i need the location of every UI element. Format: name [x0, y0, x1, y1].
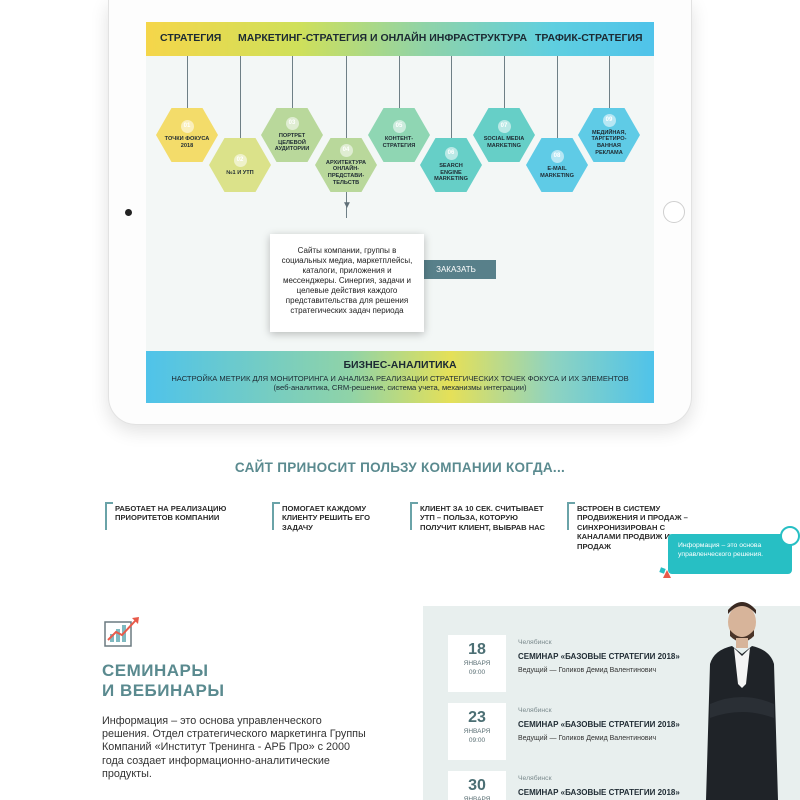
step-hex-05[interactable]: 05 КОНТЕНТ-СТРАТЕГИЯ [368, 108, 430, 162]
arrow-down-icon: ▼ [342, 200, 352, 211]
tablet-home-button [663, 201, 685, 223]
benefit-item: КЛИЕНТ ЗА 10 СЕК. СЧИТЫВАЕТ УТП – ПОЛЬЗА… [410, 502, 550, 532]
event-city: Челябинск [518, 707, 552, 714]
connector-line [187, 56, 188, 108]
step-tooltip: Сайты компании, группы в социальных меди… [270, 234, 424, 332]
event-card[interactable]: 18 ЯНВАРЯ 09:00 Челябинск СЕМИНАР «БАЗОВ… [448, 635, 706, 692]
connector-line [240, 56, 241, 138]
step-label: КОНТЕНТ-СТРАТЕГИЯ [382, 136, 416, 149]
step-label: ПОРТРЕТ ЦЕЛЕВОЙ АУДИТОРИИ [274, 132, 310, 153]
chat-widget[interactable]: Информация – это основа управленческого … [668, 526, 800, 574]
step-hex-06[interactable]: 06 SEARCH ENGINE MARKETING [420, 138, 482, 192]
step-number: 02 [233, 153, 247, 167]
topbar-traffic: ТРАФИК-СТРАТЕГИЯ [535, 32, 643, 44]
benefit-text: РАБОТАЕТ НА РЕАЛИЗАЦИЮ ПРИОРИТЕТОВ КОМПА… [115, 504, 227, 523]
step-hex-04[interactable]: 04 АРХИТЕКТУРА ОНЛАЙН-ПРЕДСТАВИ-ТЕЛЬСТВ [315, 138, 377, 192]
seminars-description: Информация – это основа управленческого … [102, 715, 366, 780]
step-hex-01[interactable]: 01 ТОЧКИ ФОКУСА 2018 [156, 108, 218, 162]
step-hex-08[interactable]: 08 E-MAIL MARKETING [526, 138, 588, 192]
step-number: 09 [602, 113, 616, 127]
order-button[interactable]: ЗАКАЗАТЬ [416, 260, 496, 279]
step-number: 03 [285, 116, 299, 130]
benefit-text: ПОМОГАЕТ КАЖДОМУ КЛИЕНТУ РЕШИТЬ ЕГО ЗАДА… [282, 504, 371, 532]
topbar-strategy: СТРАТЕГИЯ [160, 32, 222, 44]
corner-bracket-icon [105, 502, 113, 530]
presenter-photo [706, 602, 778, 800]
step-label: ТОЧКИ ФОКУСА 2018 [164, 136, 210, 149]
benefit-title: САЙТ ПРИНОСИТ ПОЛЬЗУ КОМПАНИИ КОГДА... [234, 460, 566, 475]
step-hex-02[interactable]: 02 №1 И УТП [209, 138, 271, 192]
event-lead: Ведущий — Голиков Демид Валентинович [518, 735, 657, 742]
step-label: №1 И УТП [226, 169, 254, 176]
event-city: Челябинск [518, 639, 552, 646]
step-label: SOCIAL MEDIA MARKETING [483, 136, 525, 149]
step-number: 04 [339, 143, 353, 157]
benefit-item: РАБОТАЕТ НА РЕАЛИЗАЦИЮ ПРИОРИТЕТОВ КОМПА… [105, 502, 245, 530]
analytics-line2: (веб-аналитика, CRM-решение, система уче… [273, 383, 527, 393]
connector-line [504, 56, 505, 108]
connector-line [557, 56, 558, 138]
corner-bracket-icon [567, 502, 575, 530]
analytics-bar: БИЗНЕС-АНАЛИТИКА НАСТРОЙКА МЕТРИК ДЛЯ МО… [146, 351, 654, 403]
connector-line [292, 56, 293, 108]
step-hex-03[interactable]: 03 ПОРТРЕТ ЦЕЛЕВОЙ АУДИТОРИИ [261, 108, 323, 162]
event-title[interactable]: СЕМИНАР «БАЗОВЫЕ СТРАТЕГИИ 2018» [518, 652, 680, 661]
connector-line [451, 56, 452, 138]
connector-line [346, 56, 347, 218]
event-city: Челябинск [518, 775, 552, 782]
strategy-diagram: СТРАТЕГИЯ МАРКЕТИНГ-СТРАТЕГИЯ И ОНЛАЙН И… [146, 22, 654, 403]
benefit-item: ВСТРОЕН В СИСТЕМУ ПРОДВИЖЕНИЯ И ПРОДАЖ –… [567, 502, 699, 551]
event-date: 30 ЯНВАРЯ 09:00 [448, 771, 506, 800]
step-label: МЕДИЙНАЯ, ТАРГЕТИРО-ВАННАЯ РЕКЛАМА [591, 129, 627, 156]
event-card[interactable]: 30 ЯНВАРЯ 09:00 Челябинск СЕМИНАР «БАЗОВ… [448, 771, 706, 800]
event-date: 18 ЯНВАРЯ 09:00 [448, 635, 506, 692]
connector-line [609, 56, 610, 108]
chart-growth-icon [104, 617, 139, 647]
chat-text: Информация – это основа управленческого … [678, 542, 764, 558]
step-number: 05 [392, 120, 406, 134]
event-title[interactable]: СЕМИНАР «БАЗОВЫЕ СТРАТЕГИИ 2018» [518, 720, 680, 729]
benefit-text: КЛИЕНТ ЗА 10 СЕК. СЧИТЫВАЕТ УТП – ПОЛЬЗА… [420, 504, 545, 532]
strategy-topbar: СТРАТЕГИЯ МАРКЕТИНГ-СТРАТЕГИЯ И ОНЛАЙН И… [146, 22, 654, 56]
topbar-marketing: МАРКЕТИНГ-СТРАТЕГИЯ И ОНЛАЙН ИНФРАСТРУКТ… [238, 32, 528, 44]
corner-bracket-icon [410, 502, 418, 530]
step-label: АРХИТЕКТУРА ОНЛАЙН-ПРЕДСТАВИ-ТЕЛЬСТВ [325, 159, 367, 186]
analytics-title: БИЗНЕС-АНАЛИТИКА [343, 359, 457, 371]
step-number: 01 [180, 120, 194, 134]
step-number: 08 [550, 150, 564, 164]
chat-icon[interactable] [780, 526, 800, 546]
benefit-item: ПОМОГАЕТ КАЖДОМУ КЛИЕНТУ РЕШИТЬ ЕГО ЗАДА… [272, 502, 382, 532]
step-hex-09[interactable]: 09 МЕДИЙНАЯ, ТАРГЕТИРО-ВАННАЯ РЕКЛАМА [578, 108, 640, 162]
event-lead: Ведущий — Голиков Демид Валентинович [518, 667, 657, 674]
connector-line [399, 56, 400, 108]
step-label: E-MAIL MARKETING [540, 166, 574, 179]
step-number: 07 [497, 120, 511, 134]
step-number: 06 [444, 146, 458, 160]
seminars-title: СЕМИНАРЫ И ВЕБИНАРЫ [102, 661, 225, 701]
event-title[interactable]: СЕМИНАР «БАЗОВЫЕ СТРАТЕГИИ 2018» [518, 788, 680, 797]
tablet-mockup: СТРАТЕГИЯ МАРКЕТИНГ-СТРАТЕГИЯ И ОНЛАЙН И… [108, 0, 692, 425]
corner-bracket-icon [272, 502, 280, 530]
tablet-camera [125, 209, 132, 216]
step-label: SEARCH ENGINE MARKETING [434, 162, 468, 183]
step-hex-07[interactable]: 07 SOCIAL MEDIA MARKETING [473, 108, 535, 162]
event-date: 23 ЯНВАРЯ 09:00 [448, 703, 506, 760]
event-card[interactable]: 23 ЯНВАРЯ 09:00 Челябинск СЕМИНАР «БАЗОВ… [448, 703, 706, 760]
benefit-text: ВСТРОЕН В СИСТЕМУ ПРОДВИЖЕНИЯ И ПРОДАЖ –… [577, 504, 688, 551]
decor-triangle [663, 570, 671, 578]
analytics-line1: НАСТРОЙКА МЕТРИК ДЛЯ МОНИТОРИНГА И АНАЛИ… [171, 374, 629, 383]
